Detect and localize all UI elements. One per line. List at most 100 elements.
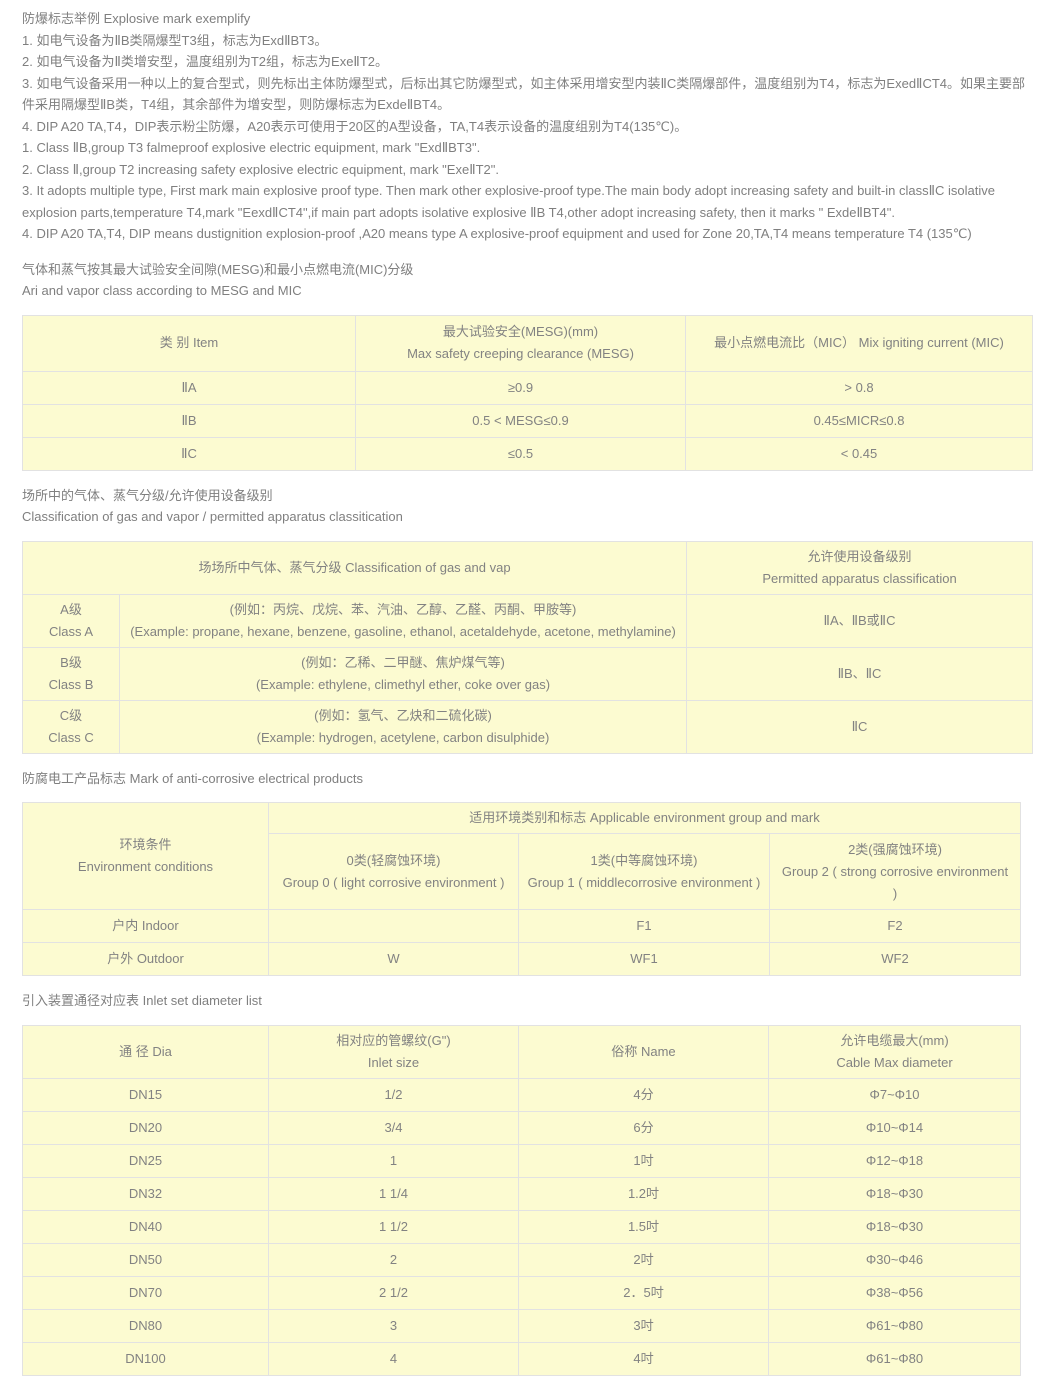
header-mesg-zh: 最大试验安全(MESG)(mm) [442,324,599,339]
cell-example: (例如：丙烷、戊烷、苯、汽油、乙醇、乙醛、丙酮、甲胺等) (Example: p… [118,593,688,648]
gas-heading-en: Classification of gas and vapor / permit… [22,509,403,524]
table-row: DN50 2 2吋 Φ30~Φ46 [22,1242,1021,1277]
cell-mark: F1 [518,909,770,943]
table-row: DN80 3 3吋 Φ61~Φ80 [22,1308,1021,1343]
cell-apparatus: ⅡA、ⅡB或ⅡC [686,593,1034,648]
cell-cable: Φ61~Φ80 [768,1341,1021,1376]
cell-cable: Φ18~Φ30 [768,1176,1021,1211]
cell-cable: Φ61~Φ80 [768,1308,1021,1343]
header-cell-inlet-size: 相对应的管螺纹(G") Inlet size [268,1024,519,1079]
header-apparatus-en: Permitted apparatus classification [762,570,957,586]
anti-corrosive-section: 防腐电工产品标志 Mark of anti-corrosive electric… [22,768,1032,976]
table-row: DN40 1 1/2 1.5吋 Φ18~Φ30 [22,1209,1021,1244]
group0-zh: 0类(轻腐蚀环境) [346,852,441,868]
header-cell-group2: 2类(强腐蚀环境) Group 2 ( strong corrosive env… [768,833,1022,910]
table-row: B级 Class B (例如：乙稀、二甲醚、焦炉煤气等) (Example: e… [22,646,1034,701]
class-label-zh: B级 [60,654,82,670]
cell-cable: Φ18~Φ30 [768,1209,1021,1244]
cell-name: 4分 [518,1077,769,1112]
mesg-heading-zh: 气体和蒸气按其最大试验安全间隙(MESG)和最小点燃电流(MIC)分级 [22,261,414,277]
cell-class: ⅡB [22,403,356,438]
table-row: ⅡB 0.5 < MESG≤0.9 0.45≤MICR≤0.8 [22,403,1033,438]
inlet-diameter-table: 通 径 Dia 相对应的管螺纹(G") Inlet size 俗称 Name 允… [22,1024,1021,1376]
example-zh: (例如：丙烷、戊烷、苯、汽油、乙醇、乙醛、丙酮、甲胺等) [229,601,577,617]
header-cell-environment: 环境条件 Environment conditions [22,802,269,910]
header-mesg-en: Max safety creeping clearance (MESG) [407,346,634,361]
cell-dn: DN15 [22,1077,269,1112]
class-label-zh: C级 [59,707,83,723]
intro-paragraph: 2. 如电气设备为Ⅱ类增安型，温度组别为T2组，标志为ExeⅡT2。 [22,54,388,69]
header-cell-apparatus: 允许使用设备级别 Permitted apparatus classificat… [686,540,1034,595]
intro-paragraph: 1. 如电气设备为ⅡB类隔爆型T3组，标志为ExdⅡBT3。 [22,32,328,48]
table-row: DN70 2 1/2 2．5吋 Φ38~Φ56 [22,1275,1021,1310]
cell-name: 4吋 [518,1341,769,1376]
cell-example: (例如：氢气、乙炔和二硫化碳) (Example: hydrogen, acet… [118,699,688,754]
cell-dn: DN40 [22,1209,269,1244]
table-header-row: 类 别 Item 最大试验安全(MESG)(mm) Max safety cre… [22,314,1033,372]
cell-class: ⅡA [22,370,356,405]
table-row: C级 Class C (例如：氢气、乙炔和二硫化碳) (Example: hyd… [22,699,1034,754]
cell-cable: Φ7~Φ10 [768,1077,1021,1112]
table-row: DN32 1 1/4 1.2吋 Φ18~Φ30 [22,1176,1021,1211]
cell-dn: DN50 [22,1242,269,1277]
cell-inlet: 1/2 [268,1077,519,1112]
header-cell-mic: 最小点燃电流比（MIC） Mix igniting current (MIC) [685,314,1033,372]
intro-paragraph: 1. Class ⅡB,group T3 falmeproof explosiv… [22,140,481,155]
cell-name: 1.2吋 [518,1176,769,1211]
class-label-en: Class B [48,676,94,692]
inlet-heading: 引入装置通径对应表 Inlet set diameter list [22,993,262,1008]
cell-mark: F2 [768,909,1022,943]
table-row: DN20 3/4 6分 Φ10~Φ14 [22,1110,1021,1145]
table-row: 户内 Indoor F1 F2 [22,909,1022,943]
cell-mic: > 0.8 [685,370,1033,405]
environment-en: Environment conditions [77,859,214,874]
anti-corrosive-table: 环境条件 Environment conditions 适用环境类别和标志 Ap… [22,802,1022,976]
cell-mic: 0.45≤MICR≤0.8 [685,403,1033,438]
group1-zh: 1类(中等腐蚀环境) [590,852,698,868]
gas-heading-zh: 场所中的气体、蒸气分级/允许使用设备级别 [22,487,273,503]
table-row: ⅡC ≤0.5 < 0.45 [22,436,1033,471]
intro-title: 防爆标志举例 Explosive mark exemplify [22,11,251,26]
class-label-en: Class A [48,623,94,639]
header-cell-group1: 1类(中等腐蚀环境) Group 1 ( middlecorrosive env… [518,833,770,910]
cable-max-zh: 允许电缆最大(mm) [840,1032,949,1048]
class-label-en: Class C [48,729,94,745]
gas-classification-table: 场场所中气体、蒸气分级 Classification of gas and va… [21,540,1034,754]
mesg-heading-en: Ari and vapor class according to MESG an… [22,283,302,298]
group2-en: Group 2 ( strong corrosive environment ) [781,863,1009,901]
table-row: 户外 Outdoor W WF1 WF2 [22,942,1022,976]
example-zh: (例如：氢气、乙炔和二硫化碳) [314,707,492,723]
cell-inlet: 4 [268,1341,519,1376]
table-subheader-row: 0类(轻腐蚀环境) Group 0 ( light corrosive envi… [23,833,1022,910]
cell-inlet: 2 [268,1242,519,1277]
table-row: DN25 1 1吋 Φ12~Φ18 [22,1143,1021,1178]
cell-class-label: B级 Class B [22,646,120,701]
group2-zh: 2类(强腐蚀环境) [848,841,942,857]
header-cell-name: 俗称 Name [518,1024,769,1079]
inlet-diameter-section: 引入装置通径对应表 Inlet set diameter list 通 径 Di… [22,990,1032,1376]
cell-location: 户内 Indoor [22,909,269,943]
cable-max-en: Cable Max diameter [836,1054,953,1070]
cell-apparatus: ⅡB、ⅡC [686,646,1034,701]
mesg-table: 类 别 Item 最大试验安全(MESG)(mm) Max safety cre… [22,314,1033,471]
table-header-row: 通 径 Dia 相对应的管螺纹(G") Inlet size 俗称 Name 允… [22,1024,1021,1079]
example-en: (Example: hydrogen, acetylene, carbon di… [256,729,550,745]
header-cell-item: 类 别 Item [22,314,356,372]
cell-name: 2．5吋 [518,1275,769,1310]
cell-dn: DN32 [22,1176,269,1211]
cell-dn: DN20 [22,1110,269,1145]
mesg-section: 气体和蒸气按其最大试验安全间隙(MESG)和最小点燃电流(MIC)分级 Ari … [22,259,1033,471]
cell-name: 1.5吋 [518,1209,769,1244]
cell-inlet: 2 1/2 [268,1275,519,1310]
cell-mic: < 0.45 [685,436,1033,471]
example-en: (Example: propane, hexane, benzene, gaso… [130,623,676,639]
cell-inlet: 3/4 [268,1110,519,1145]
header-cell-mesg: 最大试验安全(MESG)(mm) Max safety creeping cle… [355,314,686,372]
explosive-mark-intro: 防爆标志举例 Explosive mark exemplify 1. 如电气设备… [22,8,1032,245]
cell-cable: Φ12~Φ18 [768,1143,1021,1178]
intro-paragraph: 2. Class Ⅱ,group T2 increasing safety ex… [22,161,499,177]
inlet-size-en: Inlet size [367,1054,420,1070]
table-row: DN15 1/2 4分 Φ7~Φ10 [22,1077,1021,1112]
cell-dn: DN70 [22,1275,269,1310]
